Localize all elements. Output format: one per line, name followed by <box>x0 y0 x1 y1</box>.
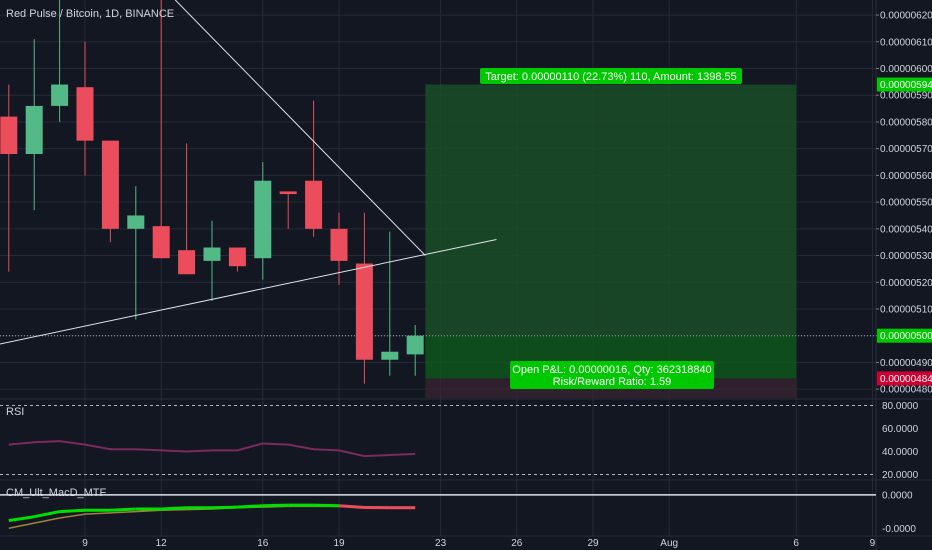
candle-body[interactable] <box>51 84 69 106</box>
price-tick-label: 0.00000480 <box>880 385 932 396</box>
rsi-tick-label: 20.0000 <box>882 470 919 481</box>
macd-line-segment <box>8 515 35 523</box>
price-badge-target <box>877 77 932 92</box>
rsi-pane: RSI 80.0000 60.0000 40.0000 20.0000 <box>0 401 919 481</box>
rsi-title: RSI <box>6 406 24 418</box>
candle-body[interactable] <box>76 87 94 141</box>
pnl-label-box <box>510 361 714 389</box>
price-tick-label: 0.00000560 <box>880 171 932 182</box>
macd-line-segment <box>262 503 289 508</box>
price-tick-label: 0.00000540 <box>880 224 932 235</box>
time-tick-label: 19 <box>333 538 345 549</box>
target-zone <box>425 84 797 336</box>
rsi-line <box>8 440 416 458</box>
pnl-label-line2: Risk/Reward Ratio: 1.59 <box>553 376 672 388</box>
price-tick-label: 0.00000510 <box>880 304 932 315</box>
candle-body[interactable] <box>355 263 373 360</box>
price-badge-label-target: 0.00000594 <box>880 80 932 91</box>
candle-body[interactable] <box>101 140 119 229</box>
candles[interactable] <box>0 0 424 384</box>
price-tick-label: 0.00000520 <box>880 278 932 289</box>
symbol-title: Red Pulse / Bitcoin, 1D, BINANCE <box>6 8 174 20</box>
macd-tick-label: -0.0000 <box>882 524 916 535</box>
price-badge-label-last: 0.00000500 <box>880 331 932 342</box>
rsi-tick-label: 60.0000 <box>882 424 919 435</box>
macd-line-segment <box>161 506 187 511</box>
macd-line-segment <box>110 507 136 512</box>
labels: Target: 0.00000110 (22.73%) 110, Amount:… <box>6 8 742 389</box>
price-tick-label: 0.00000610 <box>880 37 932 48</box>
macd-tick-label: 0.0000 <box>882 490 913 501</box>
candle-body[interactable] <box>330 228 348 261</box>
time-tick-label: 23 <box>435 538 447 549</box>
rsi-tick-label: 40.0000 <box>882 447 919 458</box>
macd-line-segment <box>59 508 86 514</box>
time-tick-label: 6 <box>793 538 799 549</box>
target-label: Target: 0.00000110 (22.73%) 110, Amount:… <box>485 71 737 83</box>
candle-body[interactable] <box>178 250 196 275</box>
time-tick-label: 9 <box>870 538 876 549</box>
pnl-label-line1: Open P&L: 0.00000016, Qty: 362318840 <box>512 364 711 376</box>
macd-pane: CM_Ult_MacD_MTF 0.0000 -0.0000 <box>0 487 916 535</box>
macd-line-segment <box>338 504 365 509</box>
price-axis[interactable]: 0.00000620 0.00000610 0.00000600 0.00000590… <box>876 11 932 396</box>
time-axis[interactable]: 9 12 16 19 23 26 29 Aug 6 9 <box>82 538 875 549</box>
price-tick-label: 0.00000550 <box>880 198 932 209</box>
candle-body[interactable] <box>279 191 297 195</box>
candle-body[interactable] <box>203 247 221 261</box>
price-badge-stop <box>877 371 932 386</box>
time-tick-label: 9 <box>82 538 88 549</box>
price-badge-last <box>877 328 932 343</box>
price-tick-label: 0.00000580 <box>880 117 932 128</box>
trendlines[interactable] <box>0 0 497 350</box>
price-tick-label: 0.00000490 <box>880 358 932 369</box>
macd-line-segment <box>313 503 340 508</box>
price-tick-label: 0.00000590 <box>880 91 932 102</box>
price-tick-label: 0.00000570 <box>880 144 932 155</box>
price-tick-label: 0.00000600 <box>880 64 932 75</box>
macd-title: CM_Ult_MacD_MTF <box>6 487 107 499</box>
macd-line-segment <box>211 505 238 510</box>
trendline[interactable] <box>159 0 426 256</box>
price-badge-label-stop: 0.00000484 <box>880 374 932 385</box>
price-tick-label: 0.00000530 <box>880 251 932 262</box>
candle-body[interactable] <box>0 116 18 155</box>
macd-line-segment <box>237 504 263 509</box>
time-tick-label: 26 <box>511 538 523 549</box>
candle-body[interactable] <box>381 351 399 360</box>
candle-body[interactable] <box>305 180 323 229</box>
time-tick-label: Aug <box>660 538 678 549</box>
time-tick-label: 29 <box>587 538 599 549</box>
candle-body[interactable] <box>406 335 424 355</box>
trendline[interactable] <box>0 239 497 350</box>
target-label-box <box>480 68 742 84</box>
candle-body[interactable] <box>25 105 43 155</box>
price-tick-label: 0.00000620 <box>880 11 932 22</box>
time-tick-label: 12 <box>156 538 168 549</box>
candle-body[interactable] <box>228 247 246 267</box>
candle-body[interactable] <box>127 215 145 229</box>
time-tick-label: 16 <box>257 538 269 549</box>
macd-line-segment <box>33 510 60 519</box>
candle-body[interactable] <box>152 226 170 259</box>
candle-body[interactable] <box>254 180 272 259</box>
rsi-tick-label: 80.0000 <box>882 401 919 412</box>
